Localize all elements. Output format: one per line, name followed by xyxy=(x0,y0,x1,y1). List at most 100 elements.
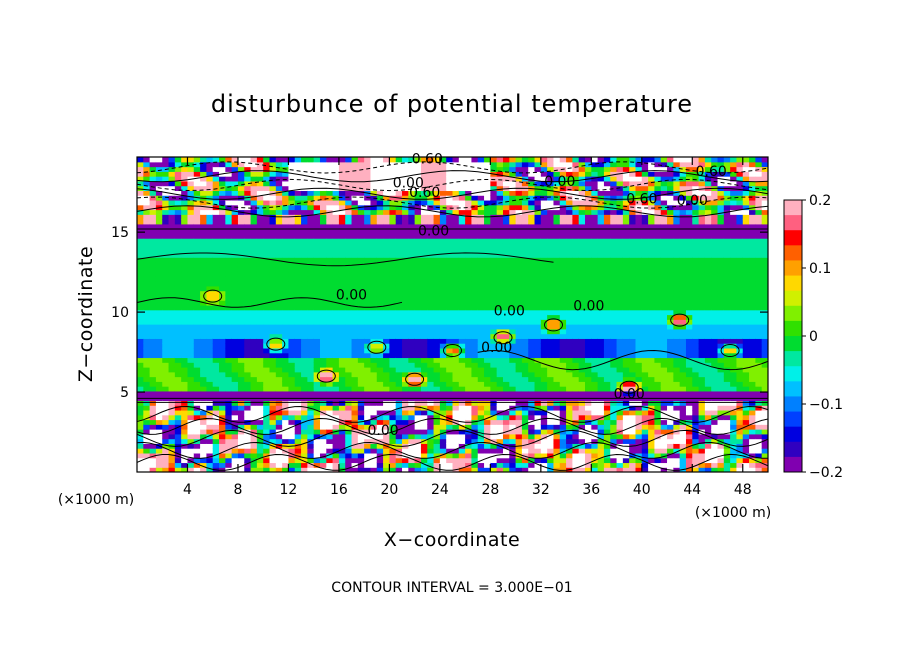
heatmap-cell xyxy=(540,452,548,459)
heatmap-cell xyxy=(181,414,189,421)
heatmap-cell xyxy=(477,357,485,363)
heatmap-cell xyxy=(143,199,151,206)
heatmap-cell xyxy=(509,166,517,172)
heatmap-cell xyxy=(490,448,498,454)
heatmap-cell xyxy=(174,190,182,196)
heatmap-cell xyxy=(288,176,296,182)
heatmap-cell xyxy=(155,367,163,373)
heatmap-cell xyxy=(408,429,416,435)
heatmap-cell xyxy=(326,314,334,320)
heatmap-cell xyxy=(338,376,346,382)
heatmap-cell xyxy=(566,409,573,416)
heatmap-cell xyxy=(326,333,334,339)
heatmap-cell xyxy=(585,199,592,206)
heatmap-cell xyxy=(389,266,397,273)
heatmap-cell xyxy=(465,338,473,344)
heatmap-cell xyxy=(288,242,296,249)
heatmap-cell xyxy=(477,276,485,282)
heatmap-cell xyxy=(414,266,422,273)
heatmap-cell xyxy=(137,438,144,444)
heatmap-cell xyxy=(528,166,536,172)
heatmap-cell xyxy=(275,419,283,425)
heatmap-cell xyxy=(395,424,403,430)
heatmap-cell xyxy=(471,176,479,182)
heatmap-cell xyxy=(389,386,397,392)
heatmap-cell xyxy=(269,266,277,273)
heatmap-cell xyxy=(301,166,308,172)
heatmap-cell xyxy=(181,209,189,215)
heatmap-cell xyxy=(269,367,277,373)
heatmap-cell xyxy=(200,209,208,215)
heatmap-cell xyxy=(326,362,334,368)
heatmap-cell xyxy=(389,300,397,306)
heatmap-cell xyxy=(490,190,498,196)
heatmap-cell xyxy=(383,176,390,182)
heatmap-cell xyxy=(137,199,144,206)
heatmap-cell xyxy=(345,171,353,177)
heatmap-cell xyxy=(439,443,447,449)
heatmap-cell xyxy=(458,424,466,430)
heatmap-cell xyxy=(338,195,346,201)
heatmap-cell xyxy=(282,352,290,359)
heatmap-cell xyxy=(383,433,390,440)
heatmap-cell xyxy=(351,281,359,287)
heatmap-cell xyxy=(439,371,447,378)
heatmap-cell xyxy=(250,338,258,344)
heatmap-cell xyxy=(263,338,271,344)
heatmap-cell xyxy=(534,343,542,349)
heatmap-cell xyxy=(566,333,573,339)
heatmap-cell xyxy=(263,238,271,244)
heatmap-cell xyxy=(364,257,372,263)
heatmap-cell xyxy=(250,328,258,335)
heatmap-cell xyxy=(383,429,390,435)
heatmap-cell xyxy=(446,309,454,316)
heatmap-cell xyxy=(471,166,479,172)
heatmap-cell xyxy=(155,462,163,468)
heatmap-cell xyxy=(509,309,517,316)
heatmap-cell xyxy=(496,257,504,263)
heatmap-cell xyxy=(187,390,195,397)
heatmap-cell xyxy=(288,204,296,211)
heatmap-cell xyxy=(326,214,334,220)
heatmap-cell xyxy=(168,309,176,316)
heatmap-cell xyxy=(572,457,580,464)
heatmap-cell xyxy=(332,257,340,263)
heatmap-cell xyxy=(225,433,233,440)
heatmap-cell xyxy=(313,452,321,459)
heatmap-cell xyxy=(326,405,334,411)
heatmap-cell xyxy=(326,429,334,435)
heatmap-cell xyxy=(250,252,258,258)
heatmap-cell xyxy=(319,180,327,187)
heatmap-cell xyxy=(351,166,359,172)
heatmap-cell xyxy=(452,390,460,397)
heatmap-cell xyxy=(338,161,346,168)
heatmap-cell xyxy=(244,333,252,339)
heatmap-cell xyxy=(389,276,397,282)
heatmap-cell xyxy=(187,424,195,430)
heatmap-cell xyxy=(471,414,479,421)
heatmap-cell xyxy=(244,238,252,244)
heatmap-cell xyxy=(414,290,422,297)
heatmap-cell xyxy=(288,457,296,464)
heatmap-cell xyxy=(465,209,473,215)
heatmap-cell xyxy=(547,199,555,206)
heatmap-cell xyxy=(326,281,334,287)
heatmap-cell xyxy=(332,204,340,211)
heatmap-cell xyxy=(547,252,555,258)
heatmap-cell xyxy=(174,233,182,239)
heatmap-cell xyxy=(225,285,233,292)
heatmap-cell xyxy=(212,180,220,187)
heatmap-cell xyxy=(307,219,315,225)
heatmap-cell xyxy=(351,400,359,406)
heatmap-cell xyxy=(231,228,239,234)
heatmap-cell xyxy=(484,233,491,239)
heatmap-cell xyxy=(313,386,321,392)
heatmap-cell xyxy=(408,195,416,201)
heatmap-cell xyxy=(547,271,555,277)
heatmap-cell xyxy=(357,467,365,472)
heatmap-cell xyxy=(408,252,416,258)
heatmap-cell xyxy=(206,381,214,387)
heatmap-cell xyxy=(591,371,599,378)
heatmap-cell xyxy=(256,242,264,249)
heatmap-cell xyxy=(319,171,327,177)
